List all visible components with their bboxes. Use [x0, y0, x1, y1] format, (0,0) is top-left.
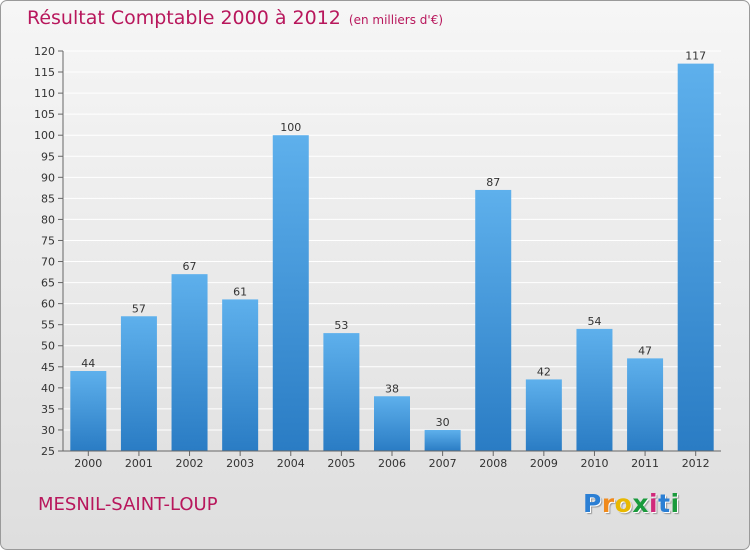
y-tick-label: 70: [41, 256, 55, 269]
x-tick-label: 2005: [327, 457, 355, 470]
data-label-2012: 117: [685, 50, 706, 63]
y-tick-label: 105: [34, 108, 55, 121]
data-label-2003: 61: [233, 285, 247, 298]
data-label-2007: 30: [436, 416, 450, 429]
x-tick-label: 2003: [226, 457, 254, 470]
x-tick-label: 2002: [176, 457, 204, 470]
y-tick-label: 80: [41, 213, 55, 226]
data-label-2011: 47: [638, 344, 652, 357]
y-tick-label: 35: [41, 403, 55, 416]
x-tick-label: 2010: [580, 457, 608, 470]
y-tick-label: 60: [41, 298, 55, 311]
data-label-2010: 54: [587, 315, 601, 328]
y-tick-label: 45: [41, 361, 55, 374]
y-tick-label: 25: [41, 445, 55, 458]
y-tick-label: 115: [34, 66, 55, 79]
bar-2003: [222, 299, 259, 451]
title-text: Résultat Comptable 2000 à 2012: [27, 7, 341, 29]
y-tick-label: 110: [34, 87, 55, 100]
x-tick-label: 2008: [479, 457, 507, 470]
x-tick-label: 2012: [682, 457, 710, 470]
x-tick-label: 2009: [530, 457, 558, 470]
logo-letter: x: [632, 489, 649, 518]
proxiti-logo: Proxiti: [583, 489, 680, 518]
chart-subtitle: (en milliers d'€): [348, 13, 444, 27]
bar-2004: [272, 135, 309, 452]
logo-letter: r: [601, 489, 615, 518]
data-label-2001: 57: [132, 302, 146, 315]
data-label-2009: 42: [537, 365, 551, 378]
logo-letter: t: [658, 489, 671, 518]
logo-letter: P: [583, 489, 602, 518]
bar-2011: [627, 358, 664, 451]
chart-title: Résultat Comptable 2000 à 2012 (en millie…: [27, 7, 443, 29]
bar-2001: [120, 316, 157, 451]
bar-2005: [323, 333, 360, 451]
data-label-2005: 53: [334, 319, 348, 332]
x-tick-label: 2007: [429, 457, 457, 470]
x-tick-label: 2006: [378, 457, 406, 470]
bars: [70, 63, 714, 452]
y-tick-label: 65: [41, 277, 55, 290]
y-tick-label: 50: [41, 340, 55, 353]
x-tick-label: 2000: [74, 457, 102, 470]
y-tick-label: 55: [41, 319, 55, 332]
y-tick-label: 40: [41, 382, 55, 395]
y-tick-label: 90: [41, 171, 55, 184]
data-label-2006: 38: [385, 382, 399, 395]
commune-name: MESNIL-SAINT-LOUP: [38, 494, 218, 515]
bar-2002: [171, 274, 208, 451]
data-label-2008: 87: [486, 176, 500, 189]
y-tick-label: 95: [41, 150, 55, 163]
x-tick-label: 2001: [125, 457, 153, 470]
axes: 25 30 35 40 45 50 55 60 65 70 75 80 85 90 95 100 105 110 1…: [34, 45, 721, 470]
y-tick-label: 120: [34, 45, 55, 58]
bar-2006: [374, 396, 410, 451]
logo-letter: o: [614, 489, 633, 518]
data-label-2000: 44: [81, 357, 95, 370]
y-tick-label: 75: [41, 234, 55, 247]
data-label-2002: 67: [183, 260, 197, 273]
y-tick-label: 85: [41, 192, 55, 205]
bar-2007: [424, 429, 461, 451]
x-tick-label: 2004: [277, 457, 305, 470]
bar-2000: [70, 371, 107, 451]
bar-2010: [576, 328, 613, 451]
data-label-2004: 100: [280, 121, 301, 134]
bar-2012: [677, 63, 714, 451]
y-tick-label: 30: [41, 424, 55, 437]
data-labels: 44 57 67 61 100 53 38 30 87 42 54 47 117: [81, 50, 706, 429]
logo-letter: i: [670, 489, 680, 518]
x-tick-label: 2011: [631, 457, 659, 470]
bar-2009: [525, 379, 562, 451]
y-tick-label: 100: [34, 129, 55, 142]
bar-2008: [475, 189, 512, 451]
logo-letter: i: [649, 489, 659, 518]
